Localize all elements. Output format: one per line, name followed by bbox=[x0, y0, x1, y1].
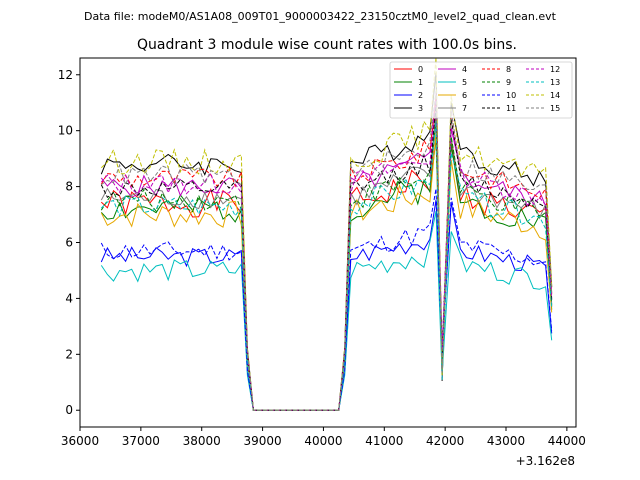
x-tick-label: 37000 bbox=[122, 434, 160, 448]
y-tick-label: 10 bbox=[58, 124, 73, 138]
y-axis: 0 2 4 6 8 10 12 bbox=[58, 68, 80, 417]
legend-label-4: 4 bbox=[462, 65, 467, 74]
legend-label-12: 12 bbox=[550, 65, 560, 74]
legend-label-8: 8 bbox=[506, 65, 511, 74]
legend-box bbox=[389, 61, 573, 119]
x-tick-label: 38000 bbox=[183, 434, 221, 448]
y-tick-label: 6 bbox=[65, 236, 73, 250]
series-line-10 bbox=[100, 188, 553, 411]
y-tick-label: 0 bbox=[65, 403, 73, 417]
plot-lines bbox=[100, 57, 553, 411]
x-tick-label: 42000 bbox=[426, 434, 464, 448]
x-tick-label: 41000 bbox=[365, 434, 403, 448]
series-line-15 bbox=[101, 91, 553, 411]
y-tick-label: 4 bbox=[65, 291, 73, 305]
legend-label-7: 7 bbox=[462, 104, 467, 113]
legend-label-10: 10 bbox=[506, 91, 516, 100]
legend-label-0: 0 bbox=[418, 65, 423, 74]
series-line-12 bbox=[100, 93, 553, 411]
legend-label-3: 3 bbox=[418, 104, 423, 113]
legend-label-1: 1 bbox=[418, 78, 423, 87]
x-tick-label: 44000 bbox=[548, 434, 586, 448]
chart-title: Quadrant 3 module wise count rates with … bbox=[137, 37, 517, 53]
x-tick-label: 39000 bbox=[243, 434, 281, 448]
legend-label-9: 9 bbox=[506, 78, 511, 87]
legend-label-14: 14 bbox=[550, 91, 560, 100]
x-tick-label: 36000 bbox=[61, 434, 99, 448]
legend-label-2: 2 bbox=[418, 91, 423, 100]
legend-label-6: 6 bbox=[462, 91, 467, 100]
x-axis: 36000 37000 38000 39000 40000 41000 42000 43000… bbox=[61, 427, 586, 448]
legend-label-13: 13 bbox=[550, 78, 560, 87]
legend-label-5: 5 bbox=[462, 78, 467, 87]
legend-label-11: 11 bbox=[506, 104, 516, 113]
legend-label-15: 15 bbox=[550, 104, 560, 113]
x-offset-label: +3.162e8 bbox=[516, 454, 575, 468]
y-tick-label: 8 bbox=[65, 180, 73, 194]
x-tick-label: 40000 bbox=[304, 434, 342, 448]
y-tick-label: 12 bbox=[58, 68, 73, 82]
x-tick-label: 43000 bbox=[487, 434, 525, 448]
y-tick-label: 2 bbox=[65, 347, 73, 361]
figure-suptitle: Data file: modeM0/AS1A08_009T01_90000034… bbox=[84, 10, 557, 23]
